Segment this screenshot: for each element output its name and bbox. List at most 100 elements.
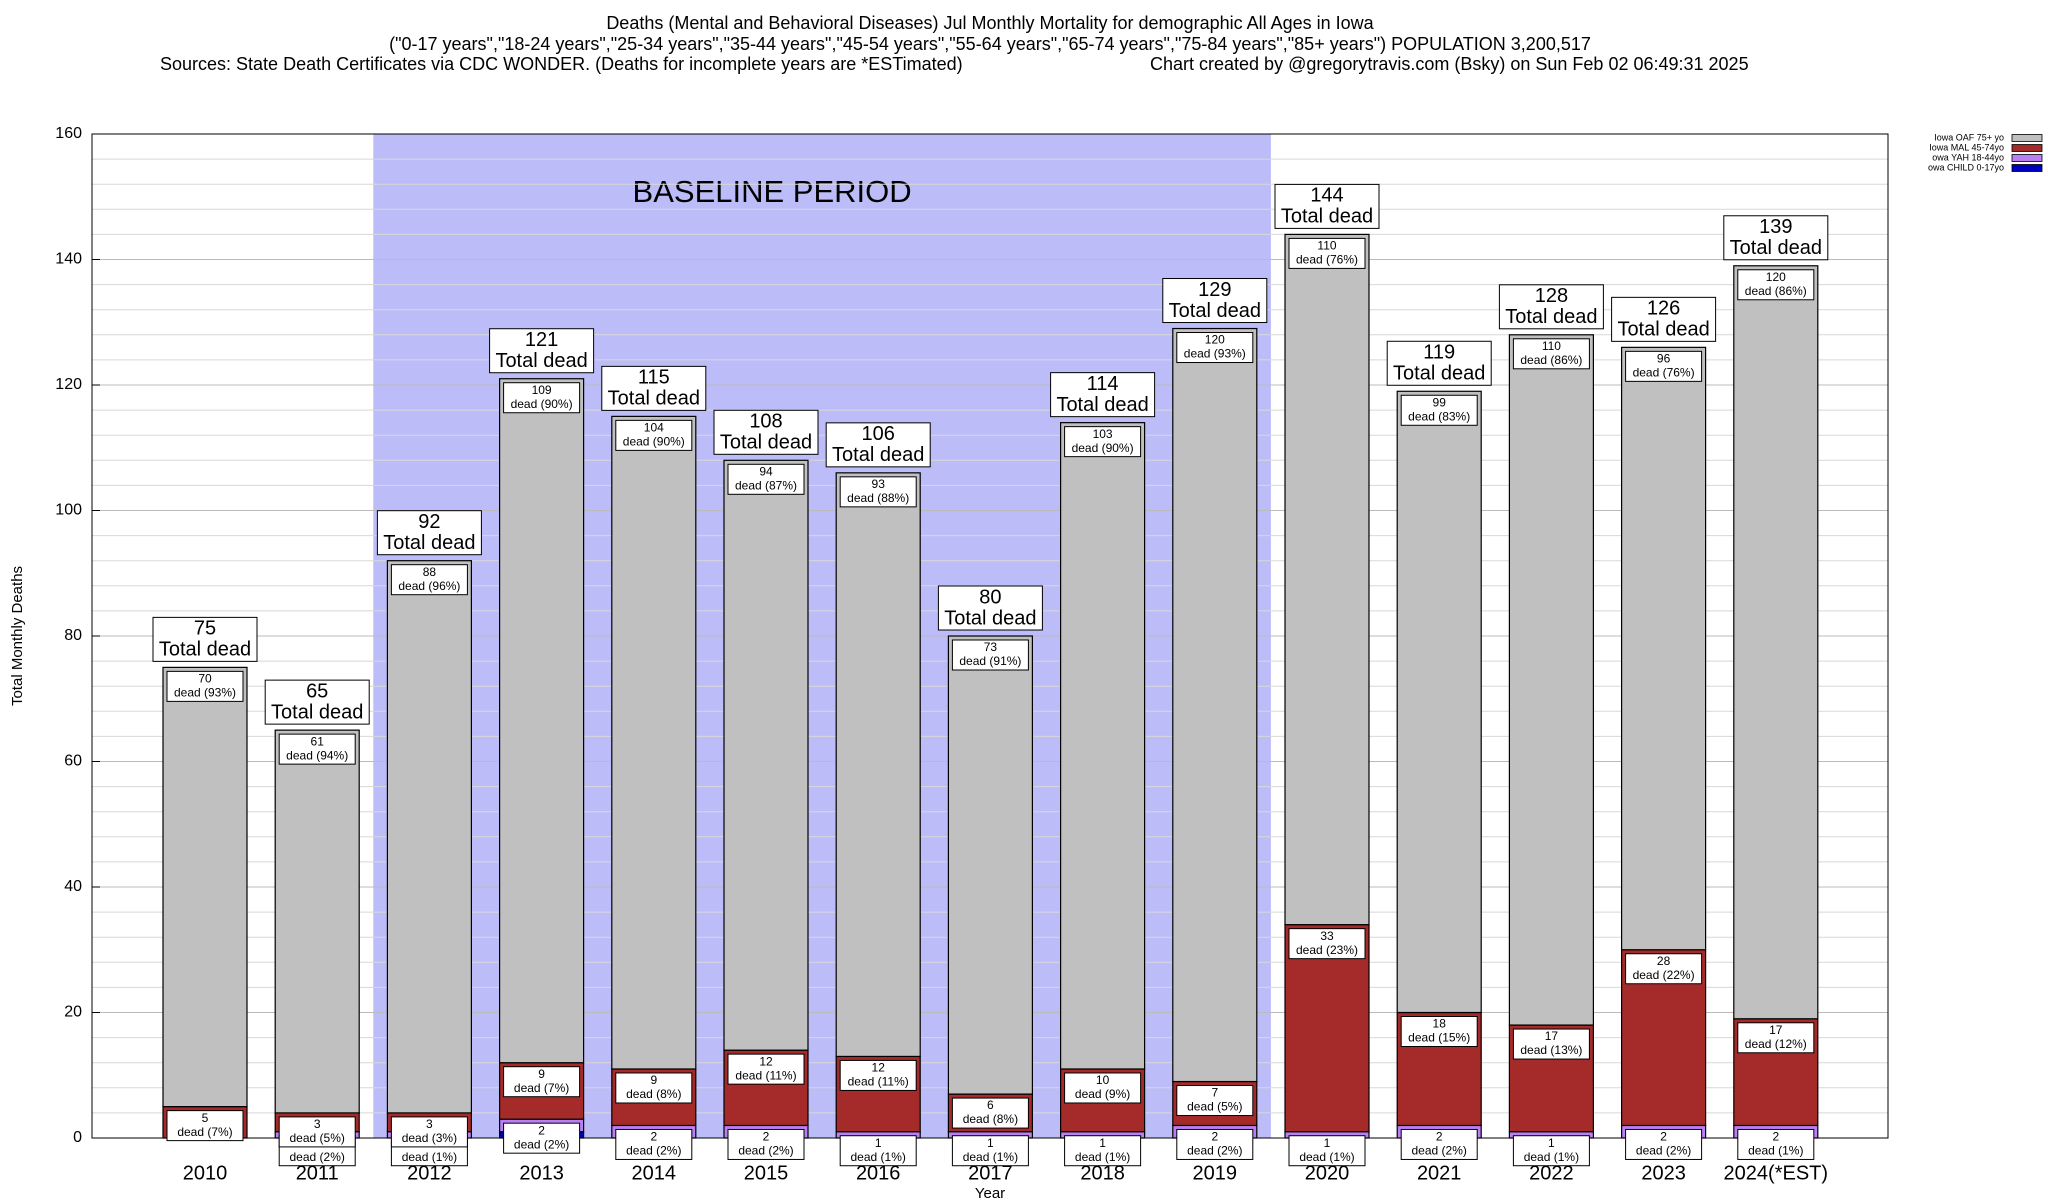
total-value: 119 (1423, 342, 1455, 364)
value-label: 10 (1096, 1073, 1110, 1087)
value-label-box (1288, 237, 1366, 269)
total-box (1274, 183, 1380, 229)
value-label: dead (1%) (1524, 1150, 1579, 1164)
legend-label: Iowa MAL 45-74yo (1929, 142, 2004, 152)
total-value: 126 (1647, 298, 1680, 320)
value-label: 12 (872, 1061, 886, 1075)
value-label-box (1064, 426, 1142, 458)
value-label-box (1176, 332, 1254, 364)
x-axis-label: Year (975, 1185, 1005, 1200)
total-value: 121 (525, 329, 558, 351)
bar-segment (611, 415, 697, 1070)
value-label: dead (8%) (626, 1087, 681, 1101)
bar-segment (1620, 346, 1707, 951)
total-label: Total dead (159, 639, 251, 661)
x-tick-label: 2017 (968, 1162, 1013, 1184)
value-label: dead (22%) (1633, 968, 1695, 982)
value-label-box (503, 1122, 581, 1154)
total-box (601, 365, 707, 411)
y-tick-label: 160 (55, 125, 82, 142)
bar-segment (274, 729, 360, 1114)
y-tick-label: 100 (55, 502, 82, 519)
legend-label: owa YAH 18-44yo (1932, 152, 2004, 162)
value-label: 61 (311, 734, 325, 748)
total-value: 106 (862, 423, 895, 445)
value-label: dead (93%) (174, 686, 236, 700)
value-label-box (839, 1059, 917, 1091)
value-label-box (951, 1097, 1029, 1129)
total-label: Total dead (383, 532, 475, 554)
region-label: BASELINE PERIOD (633, 174, 912, 209)
total-label: Total dead (1505, 306, 1597, 328)
value-label: 28 (1657, 954, 1671, 968)
total-label: Total dead (944, 607, 1036, 629)
credit: Chart created by @gregorytravis.com (Bsk… (1150, 54, 1749, 74)
value-label-box (615, 1072, 693, 1104)
value-label: dead (3%) (402, 1131, 457, 1145)
value-label: dead (11%) (848, 1075, 909, 1089)
value-label: dead (90%) (511, 397, 573, 411)
value-label-box (727, 463, 805, 495)
value-label: dead (11%) (735, 1068, 796, 1082)
total-value: 65 (306, 680, 328, 702)
value-label-box (1400, 1016, 1478, 1047)
bar-segment (1059, 422, 1146, 1070)
bar-segment (1172, 327, 1258, 1083)
total-value: 128 (1535, 285, 1568, 307)
value-label: 3 (426, 1117, 433, 1131)
chart-subtitle: ("0-17 years","18-24 years","25-34 years… (389, 34, 1591, 54)
total-box (1723, 215, 1829, 261)
value-label: dead (86%) (1745, 284, 1807, 298)
value-label: dead (1%) (963, 1150, 1018, 1164)
total-label: Total dead (1056, 394, 1148, 416)
value-label: 1 (987, 1136, 994, 1150)
bar-segment (499, 378, 585, 1064)
legend-swatch (2011, 164, 2043, 172)
bar-segment (947, 635, 1034, 1095)
total-box (1498, 284, 1604, 330)
y-tick-label: 120 (55, 376, 82, 393)
value-label: dead (23%) (1296, 943, 1358, 957)
value-label: dead (1%) (1075, 1150, 1130, 1164)
value-label: dead (86%) (1520, 353, 1582, 367)
value-label-box (1512, 338, 1590, 370)
value-label-box (1737, 1022, 1815, 1054)
value-label: dead (96%) (398, 579, 460, 593)
value-label-box (1400, 1128, 1478, 1160)
x-tick-label: 2023 (1641, 1162, 1686, 1184)
value-label: dead (13%) (1520, 1043, 1582, 1057)
value-label: 2 (763, 1130, 770, 1144)
value-label: dead (8%) (963, 1112, 1018, 1126)
x-tick-label: 2024(*EST) (1724, 1162, 1829, 1184)
value-label: dead (88%) (847, 491, 909, 505)
value-label: dead (91%) (959, 654, 1021, 668)
value-label: 33 (1320, 929, 1334, 943)
total-box (825, 422, 931, 468)
bar-segment (723, 459, 809, 1051)
y-tick-label: 40 (64, 878, 82, 895)
total-label: Total dead (1281, 206, 1373, 228)
total-label: Total dead (720, 432, 812, 454)
value-label: 109 (532, 383, 552, 397)
x-tick-label: 2010 (183, 1162, 228, 1184)
total-value: 114 (1087, 373, 1119, 395)
value-label: 2 (1436, 1130, 1443, 1144)
total-label: Total dead (1393, 363, 1485, 385)
value-label: 94 (759, 464, 773, 478)
bar-segment (1284, 924, 1370, 1133)
value-label: 2 (1660, 1130, 1667, 1144)
value-label: dead (5%) (1187, 1100, 1242, 1114)
value-label: 3 (314, 1117, 321, 1131)
value-label: 96 (1657, 352, 1671, 366)
x-tick-label: 2015 (744, 1162, 789, 1184)
x-tick-label: 2014 (632, 1162, 677, 1184)
value-label-box (1288, 928, 1366, 960)
value-label: dead (2%) (1636, 1144, 1691, 1158)
total-label: Total dead (271, 701, 363, 723)
value-label: 1 (875, 1136, 882, 1150)
value-label: dead (76%) (1296, 253, 1358, 267)
value-label: 104 (644, 421, 664, 435)
total-box (1386, 340, 1492, 386)
x-tick-label: 2012 (407, 1162, 452, 1184)
y-tick-label: 60 (64, 753, 82, 770)
